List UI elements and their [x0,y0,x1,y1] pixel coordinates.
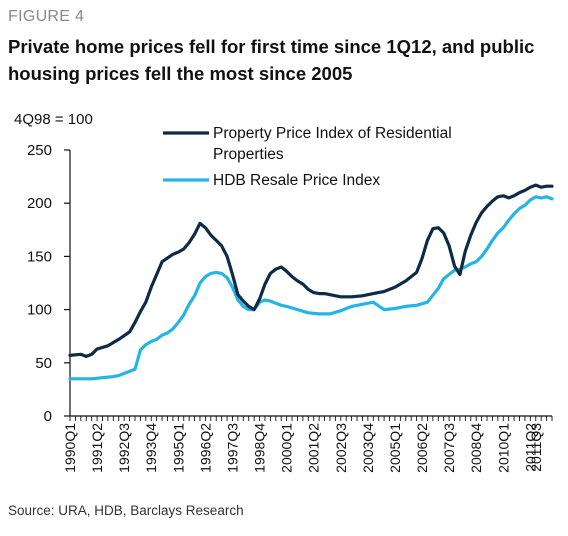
y-tick-label: 250 [27,142,52,159]
x-tick-label: 1996Q2 [197,423,213,473]
x-tick-label: 2008Q4 [468,423,484,473]
y-axis-unit-label: 4Q98 = 100 [14,111,93,128]
series-line-hdb-resale-price-index [68,195,554,381]
source-note: Source: URA, HDB, Barclays Research [8,503,244,518]
x-tick-label: 2001Q2 [306,423,322,473]
x-tick-label: 1990Q1 [62,423,78,473]
x-tick-label: 1998Q4 [252,423,268,473]
x-tick-label: 2007Q3 [441,423,457,473]
y-tick-label: 100 [27,302,52,319]
y-tick-label: 150 [27,248,52,265]
x-tick-label: 2006Q2 [414,423,430,473]
chart-title: Private home prices fell for first time … [8,36,535,84]
legend: Property Price Index of Residential Prope… [163,125,452,189]
x-tick-label: 1993Q4 [143,423,159,473]
x-tick-label: 2010Q1 [495,423,511,473]
figure-label: FIGURE 4 [8,8,85,25]
y-tick-label: 50 [35,355,52,372]
x-tick-label: 1995Q1 [170,423,186,473]
series-line-property-price-index [68,183,554,358]
x-tick-label: 2005Q1 [387,423,403,473]
y-tick-label: 200 [27,195,52,212]
x-tick-label: 2002Q3 [333,423,349,473]
x-tick-label: 2011Q3 [528,423,544,472]
legend-label-hdb-resale-price-index: HDB Resale Price Index [213,172,380,189]
x-tick-label: 1991Q2 [89,423,105,473]
x-tick-label: 1992Q3 [116,423,132,473]
y-tick-label: 0 [44,408,52,425]
series-lines [68,183,554,381]
x-tick-label: 2000Q1 [279,423,295,473]
x-tick-label: 2011Q2 [522,423,538,472]
x-tick-label: 1997Q3 [224,423,240,473]
x-tick-label: 2003Q4 [360,423,376,473]
legend-label-property-price-index: Property Price Index of Residential Prope… [213,125,452,163]
tick-labels: 0 50 100 150 200 250 1990Q1 1991Q2 1992Q3 1993Q4 1… [27,142,553,473]
axes [69,150,552,417]
